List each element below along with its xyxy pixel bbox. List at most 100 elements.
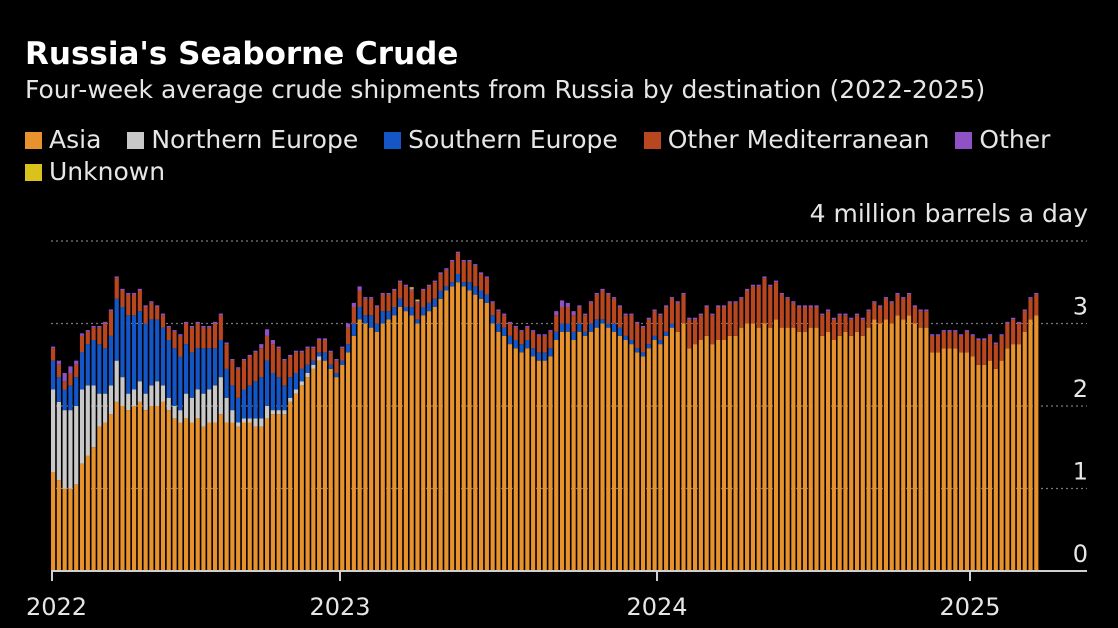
bar-segment-other-mediterranean-60 bbox=[398, 282, 403, 299]
bar-segment-asia-102 bbox=[640, 356, 646, 571]
chart-title: Russia's Seaborne Crude bbox=[25, 36, 459, 72]
bar-segment-other-140 bbox=[860, 317, 865, 320]
bar-segment-southern-europe-98 bbox=[617, 327, 622, 336]
bar-segment-other-7 bbox=[91, 325, 96, 328]
bar-segment-asia-145 bbox=[889, 323, 894, 571]
bar-segment-other-70 bbox=[455, 251, 461, 254]
bar-segment-asia-77 bbox=[496, 331, 501, 571]
bar-segment-unknown-63 bbox=[415, 299, 420, 302]
bar-segment-southern-europe-8 bbox=[97, 344, 102, 394]
bar-segment-southern-europe-36 bbox=[259, 377, 264, 419]
bar-segment-other-27 bbox=[207, 325, 212, 328]
bar-segment-other-71 bbox=[461, 259, 466, 262]
bar-segment-other-mediterranean-109 bbox=[681, 294, 686, 324]
bar-segment-other-mediterranean-148 bbox=[906, 294, 912, 316]
bar-segment-asia-170 bbox=[1034, 315, 1039, 571]
bar-segment-southern-europe-51 bbox=[345, 344, 351, 353]
bar-segment-asia-44 bbox=[305, 377, 310, 572]
bar-segment-other-148 bbox=[906, 292, 912, 295]
bar-segment-southern-europe-53 bbox=[357, 307, 362, 320]
bar-segment-other-157 bbox=[959, 334, 964, 336]
bar-segment-asia-161 bbox=[982, 364, 987, 571]
bar-segment-asia-65 bbox=[426, 311, 432, 572]
bar-segment-other-61 bbox=[403, 284, 408, 287]
bar-segment-other-mediterranean-141 bbox=[866, 311, 871, 328]
bar-segment-other-mediterranean-167 bbox=[1016, 323, 1022, 345]
bar-segment-other-64 bbox=[421, 288, 426, 291]
bar-segment-other-44 bbox=[305, 346, 310, 349]
bar-segment-other-20 bbox=[166, 325, 171, 328]
bar-segment-other-mediterranean-32 bbox=[236, 368, 241, 398]
bar-segment-southern-europe-73 bbox=[473, 286, 478, 295]
bar-segment-southern-europe-91 bbox=[577, 323, 582, 332]
bar-segment-northern-europe-6 bbox=[85, 385, 90, 456]
bar-segment-southern-europe-80 bbox=[513, 340, 518, 349]
bar-segment-asia-70 bbox=[455, 282, 461, 571]
bar-segment-northern-europe-41 bbox=[288, 397, 293, 402]
bar-segment-other-mediterranean-153 bbox=[935, 335, 941, 353]
bar-segment-southern-europe-52 bbox=[351, 323, 356, 336]
bar-segment-asia-103 bbox=[646, 348, 651, 571]
bar-segment-southern-europe-25 bbox=[195, 348, 200, 390]
bar-segment-other-mediterranean-126 bbox=[779, 294, 784, 328]
bar-segment-other-115 bbox=[716, 305, 721, 307]
bar-segment-southern-europe-94 bbox=[594, 319, 599, 328]
bar-segment-asia-106 bbox=[664, 335, 669, 572]
bar-segment-asia-154 bbox=[941, 348, 946, 571]
bar-segment-other-89 bbox=[565, 302, 570, 308]
bar-segment-northern-europe-15 bbox=[137, 381, 142, 402]
x-tick-label-2024: 2024 bbox=[626, 593, 687, 621]
bar-segment-asia-83 bbox=[531, 356, 536, 571]
bar-segment-asia-137 bbox=[843, 331, 848, 571]
bar-segment-northern-europe-38 bbox=[270, 410, 275, 415]
bar-segment-asia-116 bbox=[721, 340, 727, 571]
bar-segment-asia-133 bbox=[820, 335, 825, 572]
bar-segment-asia-143 bbox=[878, 323, 883, 571]
legend-item-unknown: Unknown bbox=[25, 156, 165, 188]
y-tick-label-2: 2 bbox=[1073, 375, 1088, 403]
bar-segment-other-92 bbox=[583, 313, 588, 316]
bar-segment-asia-20 bbox=[166, 410, 171, 572]
bar-segment-other-mediterranean-26 bbox=[201, 327, 206, 349]
bar-segment-northern-europe-24 bbox=[189, 397, 194, 423]
bar-segment-other-137 bbox=[843, 313, 848, 316]
bar-segment-other-mediterranean-51 bbox=[345, 327, 351, 345]
bar-segment-other-45 bbox=[311, 346, 316, 349]
bar-segment-unknown-62 bbox=[409, 287, 414, 289]
bar-segment-other-mediterranean-54 bbox=[363, 298, 368, 316]
bar-segment-northern-europe-13 bbox=[126, 393, 131, 411]
bar-segment-other-143 bbox=[878, 305, 883, 307]
bar-segment-other-15 bbox=[137, 288, 142, 291]
bar-segment-other-66 bbox=[432, 280, 437, 283]
bar-segment-asia-146 bbox=[895, 315, 900, 571]
bar-segment-asia-32 bbox=[236, 426, 241, 572]
bar-segment-asia-107 bbox=[669, 327, 675, 572]
bar-segment-asia-118 bbox=[733, 335, 738, 572]
bar-segment-other-102 bbox=[640, 325, 646, 328]
bar-segment-asia-84 bbox=[536, 360, 541, 572]
bar-segment-other-mediterranean-86 bbox=[548, 331, 553, 349]
bar-segment-southern-europe-106 bbox=[664, 331, 669, 336]
bar-segment-other-mediterranean-27 bbox=[207, 327, 212, 349]
bar-segment-other-mediterranean-78 bbox=[502, 315, 507, 328]
bar-segment-other-mediterranean-97 bbox=[612, 298, 617, 324]
bar-segment-other-mediterranean-110 bbox=[687, 319, 692, 349]
bar-segment-other-85 bbox=[542, 334, 547, 336]
bar-segment-other-mediterranean-0 bbox=[51, 348, 56, 361]
bar-segment-southern-europe-17 bbox=[149, 319, 154, 386]
bar-segment-southern-europe-82 bbox=[525, 340, 530, 349]
bar-segment-other-76 bbox=[490, 301, 495, 303]
bar-segment-asia-63 bbox=[415, 323, 420, 571]
bar-segment-asia-19 bbox=[160, 401, 166, 572]
bar-segment-asia-126 bbox=[779, 327, 784, 572]
bar-segment-other-80 bbox=[513, 325, 518, 328]
bar-segment-other-mediterranean-112 bbox=[698, 315, 703, 340]
bar-segment-other-100 bbox=[629, 313, 634, 316]
bar-segment-southern-europe-97 bbox=[612, 323, 617, 332]
bar-segment-other-mediterranean-128 bbox=[791, 302, 796, 328]
bar-segment-other-mediterranean-80 bbox=[513, 327, 518, 341]
bar-segment-other-mediterranean-24 bbox=[189, 327, 194, 353]
legend-swatch-northern-europe bbox=[127, 132, 145, 149]
bar-segment-other-93 bbox=[588, 301, 594, 303]
bar-segment-other-132 bbox=[814, 305, 819, 307]
